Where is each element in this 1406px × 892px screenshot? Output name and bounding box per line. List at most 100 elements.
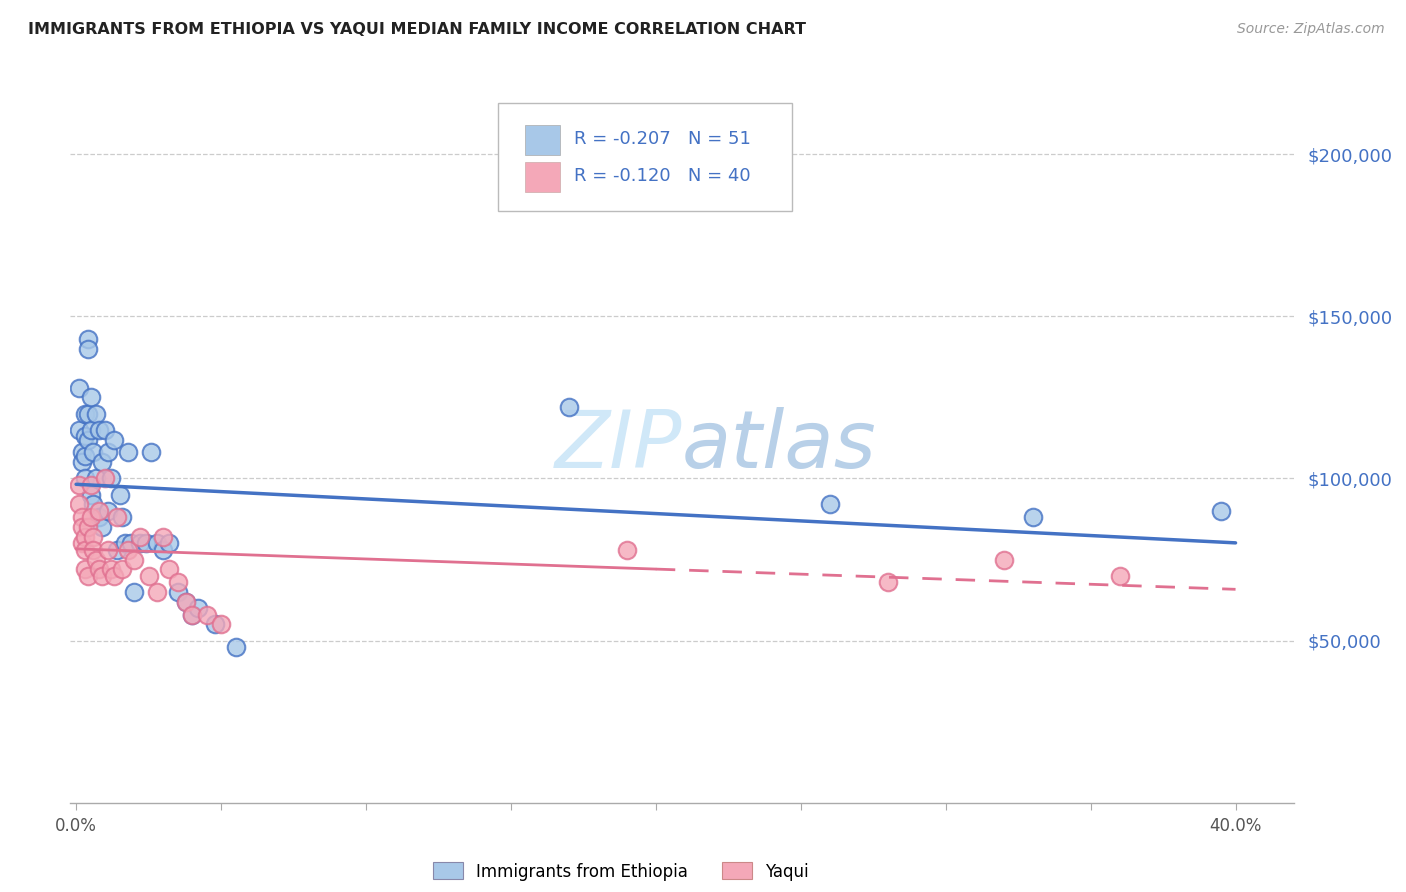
Point — [128, 536, 150, 550]
Point — [209, 617, 232, 632]
Point — [76, 342, 98, 356]
Text: IMMIGRANTS FROM ETHIOPIA VS YAQUI MEDIAN FAMILY INCOME CORRELATION CHART: IMMIGRANTS FROM ETHIOPIA VS YAQUI MEDIAN… — [28, 22, 806, 37]
Point — [86, 407, 108, 421]
Point — [146, 585, 169, 599]
Point — [558, 400, 581, 414]
Point — [76, 407, 98, 421]
Point — [1021, 510, 1043, 524]
Point — [108, 488, 131, 502]
Point — [187, 601, 209, 615]
Text: ZIP: ZIP — [554, 407, 682, 485]
Point — [76, 332, 98, 346]
Point — [70, 536, 93, 550]
Point — [157, 562, 180, 576]
Text: Source: ZipAtlas.com: Source: ZipAtlas.com — [1237, 22, 1385, 37]
Point — [122, 552, 145, 566]
Point — [174, 595, 197, 609]
Point — [70, 520, 93, 534]
Point — [73, 562, 96, 576]
Point — [117, 445, 139, 459]
Point — [73, 429, 96, 443]
Text: R = -0.207   N = 51: R = -0.207 N = 51 — [574, 130, 751, 148]
Point — [97, 445, 120, 459]
Point — [204, 617, 226, 632]
Point — [67, 478, 90, 492]
Point — [138, 568, 160, 582]
Point — [73, 471, 96, 485]
Point — [122, 585, 145, 599]
Point — [616, 542, 638, 557]
Point — [141, 445, 163, 459]
Point — [195, 607, 218, 622]
Point — [100, 562, 122, 576]
Point — [79, 423, 101, 437]
FancyBboxPatch shape — [526, 162, 560, 192]
Point — [97, 504, 120, 518]
Point — [79, 488, 101, 502]
Point — [94, 471, 117, 485]
Point — [89, 504, 111, 518]
Point — [120, 536, 142, 550]
Point — [70, 455, 93, 469]
Point — [993, 552, 1015, 566]
Point — [166, 585, 188, 599]
Point — [146, 536, 169, 550]
Point — [100, 471, 122, 485]
Point — [114, 536, 136, 550]
Point — [97, 542, 120, 557]
Point — [128, 530, 150, 544]
Point — [1108, 568, 1130, 582]
Point — [82, 445, 104, 459]
Point — [117, 542, 139, 557]
Point — [111, 562, 134, 576]
Point — [79, 390, 101, 404]
Point — [111, 510, 134, 524]
FancyBboxPatch shape — [526, 125, 560, 155]
Point — [67, 497, 90, 511]
Point — [86, 471, 108, 485]
Point — [82, 542, 104, 557]
Legend: Immigrants from Ethiopia, Yaqui: Immigrants from Ethiopia, Yaqui — [426, 855, 815, 888]
Point — [79, 510, 101, 524]
Point — [818, 497, 841, 511]
Point — [67, 381, 90, 395]
Point — [91, 455, 114, 469]
Point — [225, 640, 247, 654]
Point — [70, 445, 93, 459]
Point — [89, 510, 111, 524]
Point — [76, 520, 98, 534]
Point — [89, 562, 111, 576]
Point — [91, 520, 114, 534]
FancyBboxPatch shape — [499, 103, 792, 211]
Point — [105, 510, 128, 524]
Point — [876, 575, 898, 590]
Point — [152, 530, 174, 544]
Point — [1209, 504, 1232, 518]
Text: atlas: atlas — [682, 407, 877, 485]
Point — [86, 552, 108, 566]
Point — [73, 542, 96, 557]
Point — [135, 536, 157, 550]
Point — [89, 423, 111, 437]
Point — [105, 542, 128, 557]
Point — [67, 423, 90, 437]
Point — [76, 433, 98, 447]
Point — [103, 568, 125, 582]
Point — [73, 449, 96, 463]
Point — [166, 575, 188, 590]
Point — [73, 530, 96, 544]
Point — [82, 530, 104, 544]
Point — [174, 595, 197, 609]
Point — [76, 568, 98, 582]
Point — [157, 536, 180, 550]
Point — [70, 510, 93, 524]
Point — [91, 568, 114, 582]
Point — [73, 407, 96, 421]
Point — [181, 607, 204, 622]
Point — [94, 423, 117, 437]
Point — [181, 607, 204, 622]
Point — [82, 497, 104, 511]
Point — [152, 542, 174, 557]
Point — [103, 433, 125, 447]
Text: R = -0.120   N = 40: R = -0.120 N = 40 — [574, 168, 751, 186]
